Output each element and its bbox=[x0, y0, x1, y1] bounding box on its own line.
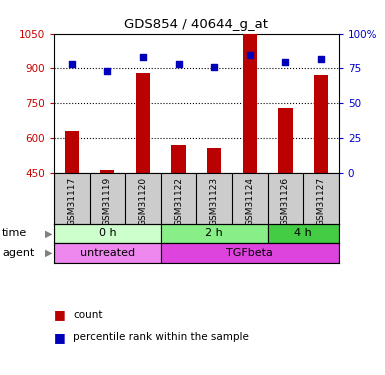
Bar bbox=[268, 224, 339, 243]
Text: GSM31127: GSM31127 bbox=[316, 177, 325, 226]
Text: GSM31123: GSM31123 bbox=[210, 177, 219, 226]
Bar bbox=[161, 243, 339, 262]
Text: agent: agent bbox=[2, 248, 34, 258]
Point bbox=[211, 64, 217, 70]
Bar bbox=[54, 224, 161, 243]
Bar bbox=[243, 34, 257, 172]
Bar bbox=[100, 170, 114, 172]
Text: ■: ■ bbox=[54, 331, 66, 344]
Point bbox=[318, 56, 324, 62]
Bar bbox=[136, 73, 150, 172]
Text: 4 h: 4 h bbox=[294, 228, 312, 238]
Bar bbox=[171, 145, 186, 172]
Text: ■: ■ bbox=[54, 309, 66, 321]
Text: GSM31126: GSM31126 bbox=[281, 177, 290, 226]
Text: GSM31119: GSM31119 bbox=[103, 177, 112, 226]
Bar bbox=[54, 243, 161, 262]
Bar bbox=[161, 224, 268, 243]
Text: untreated: untreated bbox=[80, 248, 135, 258]
Text: percentile rank within the sample: percentile rank within the sample bbox=[73, 333, 249, 342]
Point bbox=[247, 52, 253, 58]
Bar bbox=[278, 108, 293, 172]
Text: GSM31117: GSM31117 bbox=[67, 177, 76, 226]
Text: 0 h: 0 h bbox=[99, 228, 116, 238]
Text: time: time bbox=[2, 228, 27, 238]
Text: 2 h: 2 h bbox=[205, 228, 223, 238]
Text: ▶: ▶ bbox=[45, 228, 52, 238]
Text: TGFbeta: TGFbeta bbox=[226, 248, 273, 258]
Point bbox=[140, 54, 146, 60]
Text: GSM31124: GSM31124 bbox=[245, 177, 254, 226]
Point bbox=[176, 61, 182, 67]
Bar bbox=[207, 148, 221, 172]
Bar bbox=[314, 75, 328, 172]
Text: count: count bbox=[73, 310, 103, 320]
Point bbox=[104, 68, 110, 74]
Point bbox=[69, 61, 75, 67]
Text: ▶: ▶ bbox=[45, 248, 52, 258]
Point bbox=[282, 58, 288, 64]
Title: GDS854 / 40644_g_at: GDS854 / 40644_g_at bbox=[124, 18, 268, 31]
Bar bbox=[65, 131, 79, 172]
Text: GSM31122: GSM31122 bbox=[174, 177, 183, 226]
Text: GSM31120: GSM31120 bbox=[139, 177, 147, 226]
